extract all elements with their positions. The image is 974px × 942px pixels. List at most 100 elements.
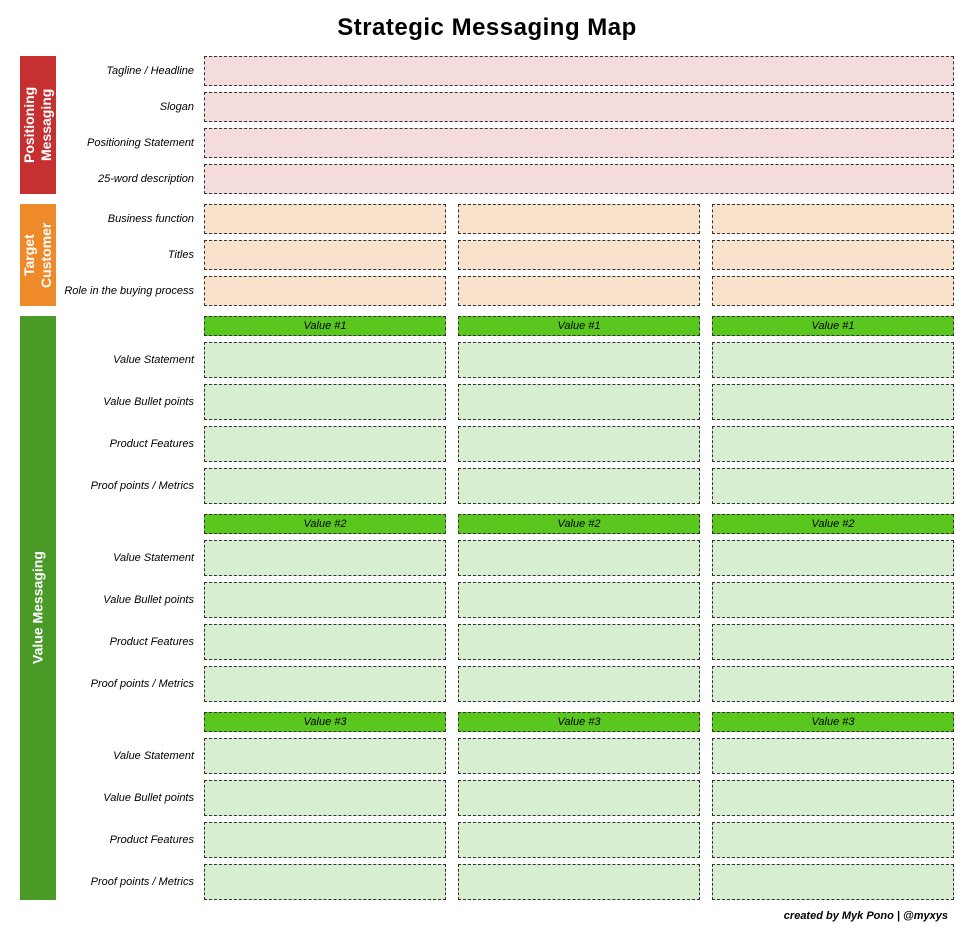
value-header-cell: Value #2 [204,514,446,534]
content-row [204,738,954,774]
value-header-cell: Value #1 [712,316,954,336]
row-label [60,514,200,534]
content-cell [712,342,954,378]
row-label: Role in the buying process [60,276,200,306]
content-cell [204,342,446,378]
content-cell [458,822,700,858]
content-row [204,624,954,660]
content-cell [458,468,700,504]
content-row [204,56,954,86]
content-cell [458,864,700,900]
content-cell [204,56,954,86]
content-row [204,164,954,194]
content-cell [712,240,954,270]
content-cell [458,204,700,234]
page-title: Strategic Messaging Map [20,14,954,42]
content-cell [712,738,954,774]
row-label: Proof points / Metrics [60,468,200,504]
content-cell [204,780,446,816]
content-cell [204,822,446,858]
row-label: Value Bullet points [60,582,200,618]
content-cell [204,204,446,234]
value-row-labels: Value Statement Value Bullet points Produc… [60,316,200,900]
positioning-section-tab: Positioning Messaging [20,56,56,194]
content-cell [204,384,446,420]
content-row [204,468,954,504]
value-section-tab: Value Messaging [20,316,56,900]
value-header-cell: Value #2 [712,514,954,534]
target-content [204,204,954,306]
content-row [204,204,954,234]
content-cell [712,666,954,702]
content-cell [204,624,446,660]
value-header-cell: Value #3 [458,712,700,732]
content-cell [458,624,700,660]
content-cell [458,666,700,702]
row-label: 25-word description [60,164,200,194]
value-header-cell: Value #2 [458,514,700,534]
row-label: Titles [60,240,200,270]
row-label: Business function [60,204,200,234]
content-cell [458,540,700,576]
content-cell [458,384,700,420]
content-cell [204,738,446,774]
credit-text: created by Myk Pono | @myxys [20,910,954,922]
content-row [204,666,954,702]
content-cell [204,666,446,702]
content-cell [712,540,954,576]
content-row [204,92,954,122]
content-row [204,128,954,158]
row-label: Product Features [60,624,200,660]
content-cell [458,426,700,462]
content-cell [458,342,700,378]
row-label [60,316,200,336]
value-header-cell: Value #1 [458,316,700,336]
row-label: Value Statement [60,342,200,378]
row-label: Proof points / Metrics [60,864,200,900]
row-label: Positioning Statement [60,128,200,158]
row-label: Product Features [60,822,200,858]
content-cell [458,582,700,618]
content-cell [204,164,954,194]
messaging-map: Positioning MessagingTagline / HeadlineS… [20,56,954,900]
positioning-content [204,56,954,194]
content-row [204,426,954,462]
content-row [204,342,954,378]
target-row-labels: Business function Titles Role in the buyin… [60,204,200,306]
positioning-row-labels: Tagline / HeadlineSloganPositioning Stat… [60,56,200,194]
content-cell [712,822,954,858]
target-section-tab: Target Customer [20,204,56,306]
content-row [204,276,954,306]
value-header-cell: Value #3 [204,712,446,732]
content-cell [204,582,446,618]
row-label: Proof points / Metrics [60,666,200,702]
content-cell [204,468,446,504]
content-row [204,540,954,576]
content-row [204,384,954,420]
content-row [204,240,954,270]
content-row [204,864,954,900]
content-cell [204,276,446,306]
row-label: Value Statement [60,540,200,576]
content-cell [712,276,954,306]
content-cell [458,780,700,816]
row-label: Tagline / Headline [60,56,200,86]
content-cell [204,864,446,900]
value-content: Value #1Value #1Value #1Value #2Value #2… [204,316,954,900]
value-header-row: Value #1Value #1Value #1 [204,316,954,336]
row-label [60,712,200,732]
content-cell [204,540,446,576]
row-label: Product Features [60,426,200,462]
content-cell [458,240,700,270]
value-header-row: Value #3Value #3Value #3 [204,712,954,732]
row-label: Value Statement [60,738,200,774]
content-row [204,780,954,816]
content-cell [712,780,954,816]
content-cell [204,240,446,270]
value-header-row: Value #2 Value #2 Value #2 [204,514,954,534]
content-cell [204,92,954,122]
content-cell [712,582,954,618]
content-cell [458,276,700,306]
content-cell [712,384,954,420]
content-cell [712,426,954,462]
